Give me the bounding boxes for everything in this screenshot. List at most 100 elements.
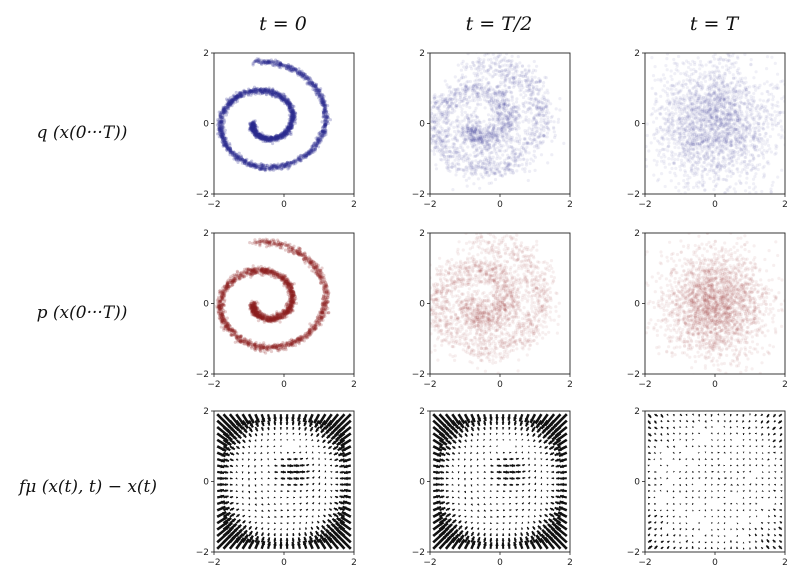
- scatter-point: [231, 151, 235, 155]
- scatter-point: [220, 111, 224, 115]
- scatter-point: [289, 161, 294, 165]
- scatter-point: [270, 137, 274, 141]
- scatter-point: [543, 117, 547, 121]
- scatter-point: [261, 134, 265, 138]
- scatter-point: [257, 58, 261, 62]
- scatter-point: [289, 119, 294, 123]
- scatter-point: [236, 156, 240, 160]
- scatter-point: [536, 101, 541, 105]
- scatter-point: [221, 108, 226, 112]
- scatter-point: [312, 141, 316, 145]
- scatter-point: [261, 134, 265, 138]
- scatter-point: [513, 149, 517, 153]
- scatter-point: [261, 60, 265, 64]
- scatter-point: [261, 87, 266, 91]
- scatter-point: [220, 138, 225, 142]
- scatter-point: [272, 164, 276, 168]
- scatter-point: [288, 126, 293, 131]
- scatter-point: [303, 75, 307, 79]
- scatter-point: [455, 125, 459, 129]
- scatter-point: [253, 164, 257, 168]
- scatter-point: [262, 90, 266, 94]
- scatter-point: [230, 151, 234, 155]
- scatter-point: [317, 139, 321, 144]
- scatter-point: [443, 110, 447, 114]
- scatter-point: [503, 171, 507, 175]
- scatter-point: [290, 123, 294, 127]
- scatter-point: [270, 92, 274, 96]
- scatter-point: [323, 127, 327, 131]
- scatter-point: [432, 96, 437, 100]
- scatter-point: [272, 137, 276, 141]
- scatter-point: [253, 163, 257, 168]
- scatter-point: [251, 123, 255, 127]
- scatter-point: [262, 61, 266, 65]
- scatter-point: [273, 90, 277, 94]
- scatter-point: [319, 134, 323, 138]
- scatter-point: [223, 109, 228, 113]
- scatter-point: [226, 100, 231, 104]
- scatter-point: [257, 60, 261, 65]
- scatter-point: [301, 74, 305, 78]
- scatter-point: [670, 106, 675, 110]
- scatter-point: [235, 155, 239, 160]
- scatter-point: [262, 138, 266, 142]
- scatter-point: [245, 160, 249, 164]
- scatter-point: [290, 124, 294, 128]
- scatter-point: [515, 69, 519, 73]
- scatter-point: [520, 64, 525, 68]
- scatter-point: [292, 118, 296, 122]
- scatter-point: [289, 132, 293, 136]
- scatter-point: [270, 164, 274, 168]
- scatter-point: [479, 46, 482, 49]
- scatter-point: [246, 92, 250, 96]
- scatter-point: [323, 106, 327, 110]
- scatter-point: [254, 132, 258, 136]
- scatter-point: [442, 157, 446, 161]
- scatter-point: [289, 110, 293, 114]
- scatter-point: [283, 131, 287, 135]
- scatter-point: [744, 181, 748, 185]
- scatter-point: [317, 139, 321, 143]
- scatter-point: [252, 89, 256, 93]
- scatter-point: [236, 156, 240, 160]
- scatter-point: [251, 162, 256, 167]
- scatter-point: [261, 136, 265, 140]
- scatter-point: [279, 167, 284, 171]
- scatter-point: [270, 90, 274, 94]
- scatter-point: [217, 126, 221, 130]
- scatter-point: [472, 63, 476, 67]
- scatter-point: [502, 161, 506, 165]
- scatter-point: [269, 135, 273, 139]
- scatter-point: [466, 145, 470, 149]
- scatter-point: [291, 110, 295, 114]
- scatter-point: [258, 133, 262, 137]
- scatter-point: [270, 164, 274, 168]
- scatter-point: [261, 167, 265, 171]
- scatter-point: [251, 89, 255, 93]
- scatter-point: [445, 155, 449, 159]
- scatter-point: [316, 145, 321, 149]
- scatter-point: [265, 88, 269, 92]
- scatter-point: [287, 105, 291, 109]
- scatter-point: [267, 138, 271, 142]
- scatter-point: [304, 154, 309, 158]
- scatter-point: [236, 93, 240, 97]
- scatter-point: [316, 88, 320, 92]
- scatter-point: [271, 92, 275, 96]
- scatter-point: [475, 153, 479, 157]
- scatter-point: [249, 126, 253, 130]
- scatter-point: [238, 95, 242, 99]
- scatter-point: [252, 125, 256, 129]
- scatter-point: [318, 132, 322, 137]
- scatter-point: [218, 129, 222, 134]
- scatter-point: [287, 103, 291, 107]
- scatter-point: [279, 93, 284, 97]
- scatter-point: [269, 136, 273, 140]
- scatter-point: [252, 130, 256, 134]
- scatter-point: [739, 162, 743, 166]
- scatter-point: [258, 60, 262, 64]
- scatter-point: [271, 87, 275, 91]
- scatter-point: [224, 141, 228, 145]
